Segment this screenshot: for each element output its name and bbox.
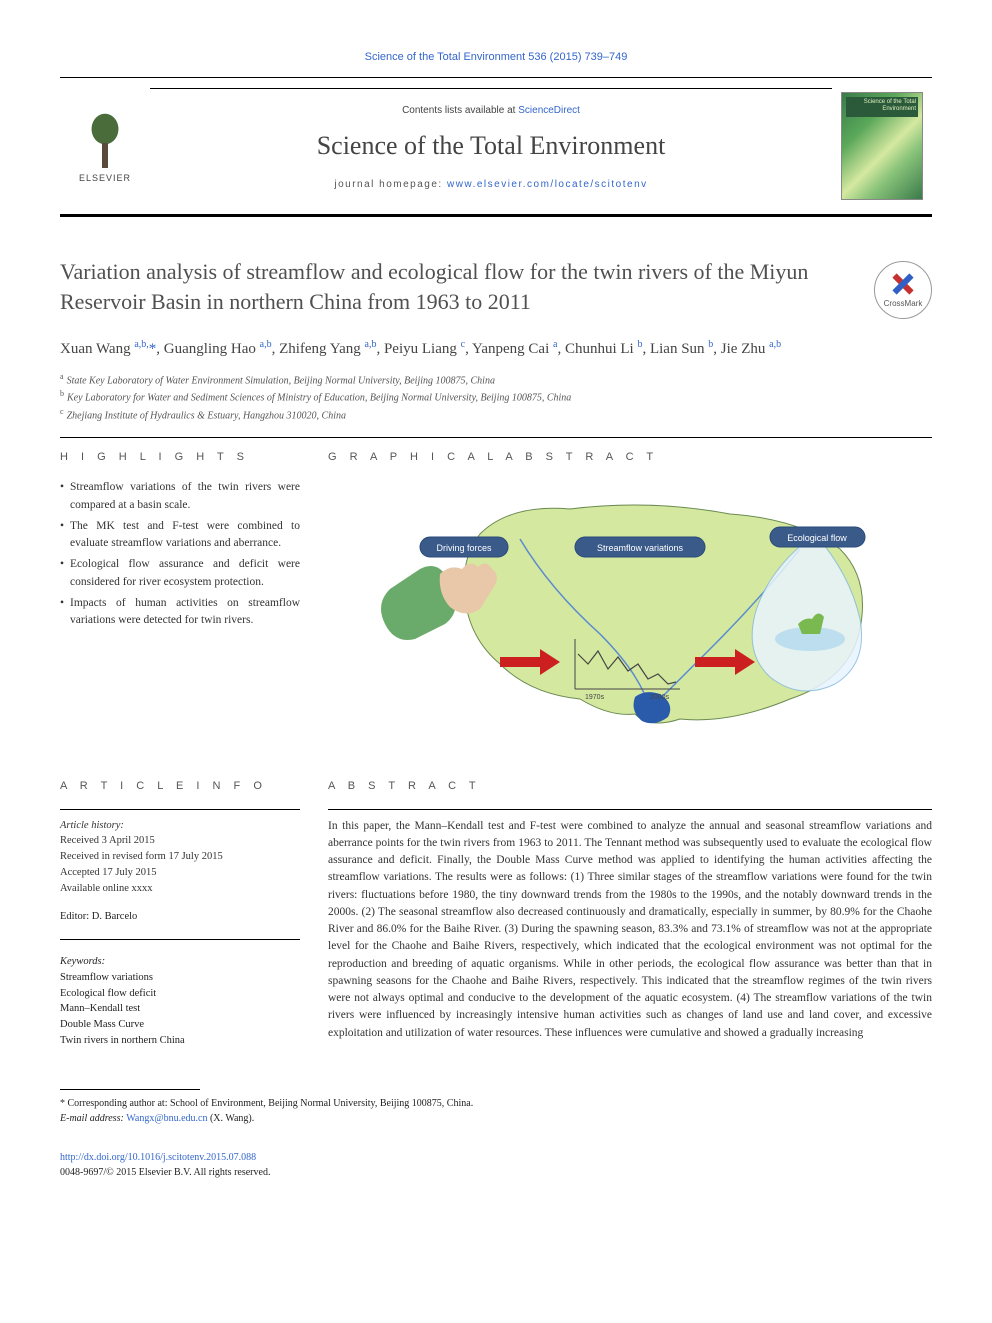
affiliation-line: bKey Laboratory for Water and Sediment S… bbox=[60, 388, 932, 405]
highlight-item: Impacts of human activities on streamflo… bbox=[60, 595, 300, 630]
masthead-center: Contents lists available at ScienceDirec… bbox=[150, 88, 832, 206]
abstract-heading: A B S T R A C T bbox=[328, 779, 932, 794]
corresponding-email-link[interactable]: Wangx@bnu.edu.cn bbox=[126, 1113, 207, 1124]
crossmark-badge[interactable]: CrossMark bbox=[874, 261, 932, 319]
corresponding-text: School of Environment, Beijing Normal Un… bbox=[170, 1098, 473, 1109]
x-label-1: 1970s bbox=[585, 694, 605, 701]
divider bbox=[60, 809, 300, 810]
graphical-abstract-figure: 1970s 2000s bbox=[328, 479, 932, 739]
authors-line: Xuan Wang a,b,*, Guangling Hao a,b, Zhif… bbox=[60, 337, 932, 361]
cover-thumb-box: Science of the Total Environment bbox=[832, 78, 932, 214]
cover-label: Science of the Total Environment bbox=[842, 99, 916, 112]
publisher-logo-box: ELSEVIER bbox=[60, 78, 150, 214]
homepage-prefix: journal homepage: bbox=[334, 179, 447, 190]
keyword-line: Double Mass Curve bbox=[60, 1017, 300, 1033]
star-icon: * bbox=[60, 1098, 68, 1109]
journal-masthead: ELSEVIER Contents lists available at Sci… bbox=[60, 77, 932, 217]
journal-title: Science of the Total Environment bbox=[317, 128, 666, 164]
email-label: E-mail address: bbox=[60, 1113, 126, 1124]
graphical-abstract-svg: 1970s 2000s bbox=[328, 479, 932, 739]
node-driving-label: Driving forces bbox=[436, 543, 492, 553]
highlights-heading: H I G H L I G H T S bbox=[60, 450, 300, 465]
highlight-item: Streamflow variations of the twin rivers… bbox=[60, 479, 300, 514]
corresponding-label: Corresponding author at: bbox=[68, 1098, 170, 1109]
node-variations-label: Streamflow variations bbox=[597, 543, 684, 553]
keywords: Keywords: Streamflow variationsEcologica… bbox=[60, 954, 300, 1049]
abstract-text: In this paper, the Mann–Kendall test and… bbox=[328, 818, 932, 1042]
history-line: Received 3 April 2015 bbox=[60, 833, 300, 849]
contents-line: Contents lists available at ScienceDirec… bbox=[402, 104, 580, 118]
issn-copyright: 0048-9697/© 2015 Elsevier B.V. All right… bbox=[60, 1167, 270, 1178]
highlight-item: Ecological flow assurance and deficit we… bbox=[60, 556, 300, 591]
keyword-line: Streamflow variations bbox=[60, 970, 300, 986]
history-line: Available online xxxx bbox=[60, 881, 300, 897]
doi-link[interactable]: http://dx.doi.org/10.1016/j.scitotenv.20… bbox=[60, 1152, 256, 1163]
keyword-line: Mann–Kendall test bbox=[60, 1001, 300, 1017]
keyword-line: Ecological flow deficit bbox=[60, 986, 300, 1002]
crossmark-label: CrossMark bbox=[884, 298, 923, 309]
corresponding-footnote: * Corresponding author at: School of Env… bbox=[60, 1096, 932, 1126]
graphical-abstract-heading: G R A P H I C A L A B S T R A C T bbox=[328, 450, 932, 465]
affiliations: aState Key Laboratory of Water Environme… bbox=[60, 371, 932, 423]
highlights-list: Streamflow variations of the twin rivers… bbox=[60, 479, 300, 629]
doi-block: http://dx.doi.org/10.1016/j.scitotenv.20… bbox=[60, 1150, 932, 1180]
article-info-heading: A R T I C L E I N F O bbox=[60, 779, 300, 794]
divider bbox=[60, 437, 932, 438]
node-ecological-label: Ecological flow bbox=[787, 533, 847, 543]
article-title: Variation analysis of streamflow and eco… bbox=[60, 257, 854, 316]
history-label: Article history: bbox=[60, 820, 124, 831]
elsevier-tree-icon bbox=[80, 108, 130, 168]
crossmark-icon bbox=[891, 272, 915, 296]
node-driving-forces: Driving forces bbox=[420, 537, 508, 557]
contents-prefix: Contents lists available at bbox=[402, 105, 518, 116]
sciencedirect-link[interactable]: ScienceDirect bbox=[518, 105, 580, 116]
divider bbox=[60, 939, 300, 940]
x-label-3: 2000s bbox=[650, 694, 670, 701]
affiliation-line: cZhejiang Institute of Hydraulics & Estu… bbox=[60, 406, 932, 423]
editor-name: D. Barcelo bbox=[92, 911, 137, 922]
homepage-link[interactable]: www.elsevier.com/locate/scitotenv bbox=[447, 179, 648, 190]
editor-line: Editor: D. Barcelo bbox=[60, 910, 300, 925]
history-line: Accepted 17 July 2015 bbox=[60, 865, 300, 881]
divider bbox=[328, 809, 932, 810]
article-history: Article history: Received 3 April 2015Re… bbox=[60, 818, 300, 897]
affiliation-line: aState Key Laboratory of Water Environme… bbox=[60, 371, 932, 388]
homepage-line: journal homepage: www.elsevier.com/locat… bbox=[334, 178, 647, 192]
history-line: Received in revised form 17 July 2015 bbox=[60, 849, 300, 865]
elsevier-logo: ELSEVIER bbox=[70, 101, 140, 191]
journal-cover-thumbnail: Science of the Total Environment bbox=[841, 92, 923, 200]
keyword-line: Twin rivers in northern China bbox=[60, 1033, 300, 1049]
top-citation: Science of the Total Environment 536 (20… bbox=[60, 50, 932, 65]
node-streamflow-variations: Streamflow variations bbox=[575, 537, 705, 557]
email-attribution: (X. Wang). bbox=[207, 1113, 254, 1124]
editor-label: Editor: bbox=[60, 911, 92, 922]
node-ecological-flow: Ecological flow bbox=[770, 527, 865, 547]
highlight-item: The MK test and F-test were combined to … bbox=[60, 518, 300, 553]
publisher-name: ELSEVIER bbox=[79, 172, 131, 185]
keywords-label: Keywords: bbox=[60, 954, 300, 970]
footnote-rule bbox=[60, 1089, 200, 1090]
